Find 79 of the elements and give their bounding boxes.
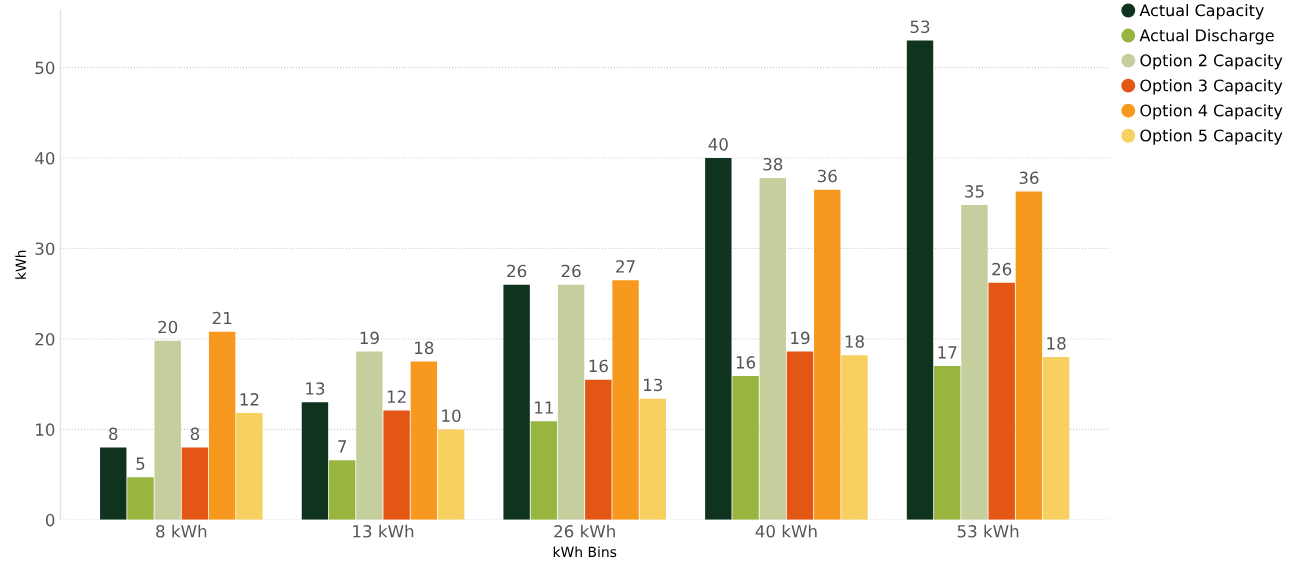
bar	[154, 340, 181, 520]
bar	[181, 447, 209, 520]
data-label: 26	[561, 264, 581, 278]
data-label: 53	[910, 20, 930, 34]
bar	[612, 280, 639, 520]
bar	[759, 177, 786, 520]
bar	[841, 355, 868, 520]
bar	[732, 376, 759, 520]
data-label: 18	[415, 341, 434, 355]
bar	[639, 398, 666, 520]
bar	[1015, 191, 1043, 520]
data-label: 18	[1047, 337, 1066, 350]
bar	[1042, 357, 1070, 520]
bar	[383, 410, 410, 520]
x-tick-label: 8 kWh	[156, 524, 207, 538]
data-label: 19	[360, 331, 379, 345]
data-label: 11	[535, 401, 553, 414]
y-tick-label: 50	[35, 61, 55, 75]
x-axis-title: kWh Bins	[553, 546, 617, 558]
bar	[503, 284, 530, 520]
bar	[934, 366, 961, 520]
bar	[961, 205, 988, 520]
bar	[236, 413, 263, 520]
data-label: 38	[763, 157, 783, 171]
bar	[786, 351, 814, 520]
legend-label: Option 2 Capacity	[1140, 54, 1283, 70]
data-label: 17	[938, 346, 957, 359]
bar	[557, 284, 585, 520]
data-label: 16	[736, 356, 756, 369]
y-tick-label: 20	[35, 332, 55, 346]
bar	[301, 402, 329, 520]
bar	[356, 351, 383, 520]
data-label: 16	[589, 359, 608, 373]
bar	[814, 189, 841, 520]
bar	[328, 460, 356, 520]
bar	[127, 477, 154, 520]
data-label: 7	[338, 440, 347, 453]
bar	[906, 40, 934, 520]
bar	[208, 331, 236, 520]
y-tick-label: 30	[35, 242, 55, 256]
bar	[585, 379, 612, 520]
x-tick-label: 13 kWh	[353, 524, 414, 538]
data-label: 36	[817, 169, 837, 183]
x-tick-label: 40 kWh	[755, 524, 817, 538]
data-label: 36	[1019, 171, 1039, 185]
data-label: 26	[507, 264, 527, 278]
data-label: 8	[190, 427, 200, 441]
y-tick-label: 10	[36, 423, 55, 436]
bar	[705, 158, 732, 520]
data-label: 12	[240, 393, 259, 406]
bar	[530, 421, 558, 520]
data-label: 35	[965, 185, 984, 198]
y-axis-title: kWh	[15, 250, 26, 279]
bar	[100, 447, 127, 520]
data-label: 13	[306, 382, 325, 395]
data-label: 26	[992, 262, 1012, 276]
data-label: 21	[212, 311, 232, 325]
legend-label: Actual Capacity	[1139, 3, 1264, 20]
bar	[410, 361, 438, 520]
legend-label: Option 5 Capacity	[1140, 129, 1283, 145]
bar	[437, 429, 465, 520]
legend-label: Option 4 Capacity	[1140, 104, 1283, 120]
legend-label: Actual Discharge	[1139, 29, 1274, 45]
data-label: 18	[845, 335, 864, 348]
data-label: 8	[109, 427, 118, 441]
data-label: 5	[136, 457, 145, 470]
legend-label: Option 3 Capacity	[1140, 79, 1283, 95]
data-label: 27	[616, 260, 635, 273]
bar	[988, 282, 1015, 520]
data-label: 20	[158, 320, 178, 334]
y-tick-label: 40	[35, 151, 55, 165]
x-tick-label: 53 kWh	[957, 524, 1019, 538]
x-tick-label: 26 kWh	[554, 524, 615, 538]
data-label: 10	[442, 409, 461, 422]
data-label: 12	[387, 390, 406, 403]
y-tick-label: 0	[45, 513, 55, 527]
data-label: 40	[708, 138, 728, 151]
data-label: 13	[644, 378, 663, 392]
data-label: 19	[791, 331, 810, 345]
